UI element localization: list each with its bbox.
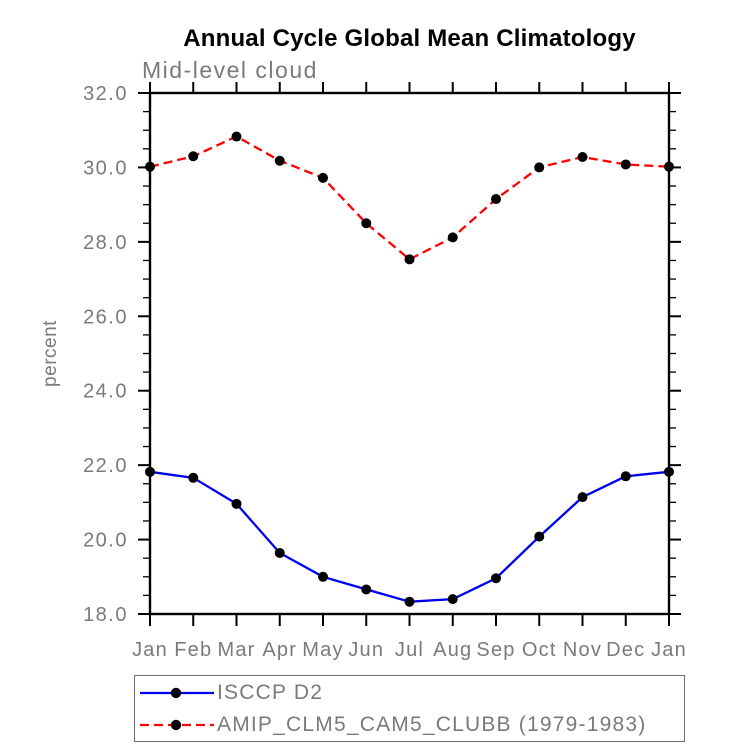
x-tick-label: Oct [522,639,557,661]
data-point [620,471,631,482]
y-tick-label: 32.0 [83,83,128,105]
x-tick-label: Jun [348,639,384,661]
chart-subtitle: Mid-level cloud [142,57,318,83]
y-tick-label: 30.0 [83,157,128,179]
x-tick-label: Jul [395,639,424,661]
data-point [361,218,372,229]
data-point [231,131,242,142]
data-point [664,161,674,172]
y-tick-label: 28.0 [83,232,128,254]
data-point [274,547,285,558]
series-line-amip [149,135,670,261]
legend-solid-line-marker-icon [140,687,214,698]
x-tick-label: Jan [651,639,687,661]
plot-frame [148,91,671,616]
data-point [145,161,155,172]
legend-dashed-line-marker-icon [140,719,214,730]
legend-box: ISCCP D2 AMIP_CLM5_CAM5_CLUBB (1979-1983… [134,675,685,742]
x-tick-label: Jan [132,639,168,661]
data-point [404,254,415,265]
y-tick-label: 20.0 [83,530,128,552]
y-axis-label: percent [40,320,61,387]
data-point [274,155,285,166]
x-tick-label: Aug [433,639,472,661]
legend-entry-isccp: ISCCP D2 [135,677,684,709]
x-tick-label: Feb [174,639,212,661]
x-tick-label: Mar [217,639,255,661]
legend-marker-dot [170,687,182,698]
data-point [664,466,674,477]
legend-entry-amip: AMIP_CLM5_CAM5_CLUBB (1979-1983) [135,709,684,741]
data-point [318,172,328,183]
legend-label-amip: AMIP_CLM5_CAM5_CLUBB (1979-1983) [217,713,647,736]
y-tick-label: 26.0 [83,306,128,328]
y-tick-label: 24.0 [83,381,128,403]
data-point [491,194,501,205]
data-point [447,232,458,243]
data-point [318,571,328,582]
data-point [145,466,155,477]
x-tick-label: Apr [262,639,297,661]
legend-marker-dot [170,719,182,730]
data-point [231,498,242,509]
x-tick-label: Nov [563,639,602,661]
data-point [534,162,545,173]
y-tick-label: 18.0 [83,604,128,626]
legend-label-isccp: ISCCP D2 [217,681,324,704]
data-point [188,472,199,483]
x-tick-label: Dec [606,639,645,661]
series-line-isccp [149,470,670,603]
data-point [577,492,588,503]
y-tick-label: 22.0 [83,455,128,477]
data-point [361,584,372,595]
data-point [534,531,545,542]
data-point [447,594,458,605]
x-tick-label: May [302,639,343,661]
data-point [491,573,501,584]
data-point [188,151,199,162]
data-point [404,596,415,607]
chart-title: Annual Cycle Global Mean Climatology [183,25,636,52]
data-point [620,159,631,170]
x-tick-label: Sep [476,639,515,661]
data-point [577,152,588,163]
